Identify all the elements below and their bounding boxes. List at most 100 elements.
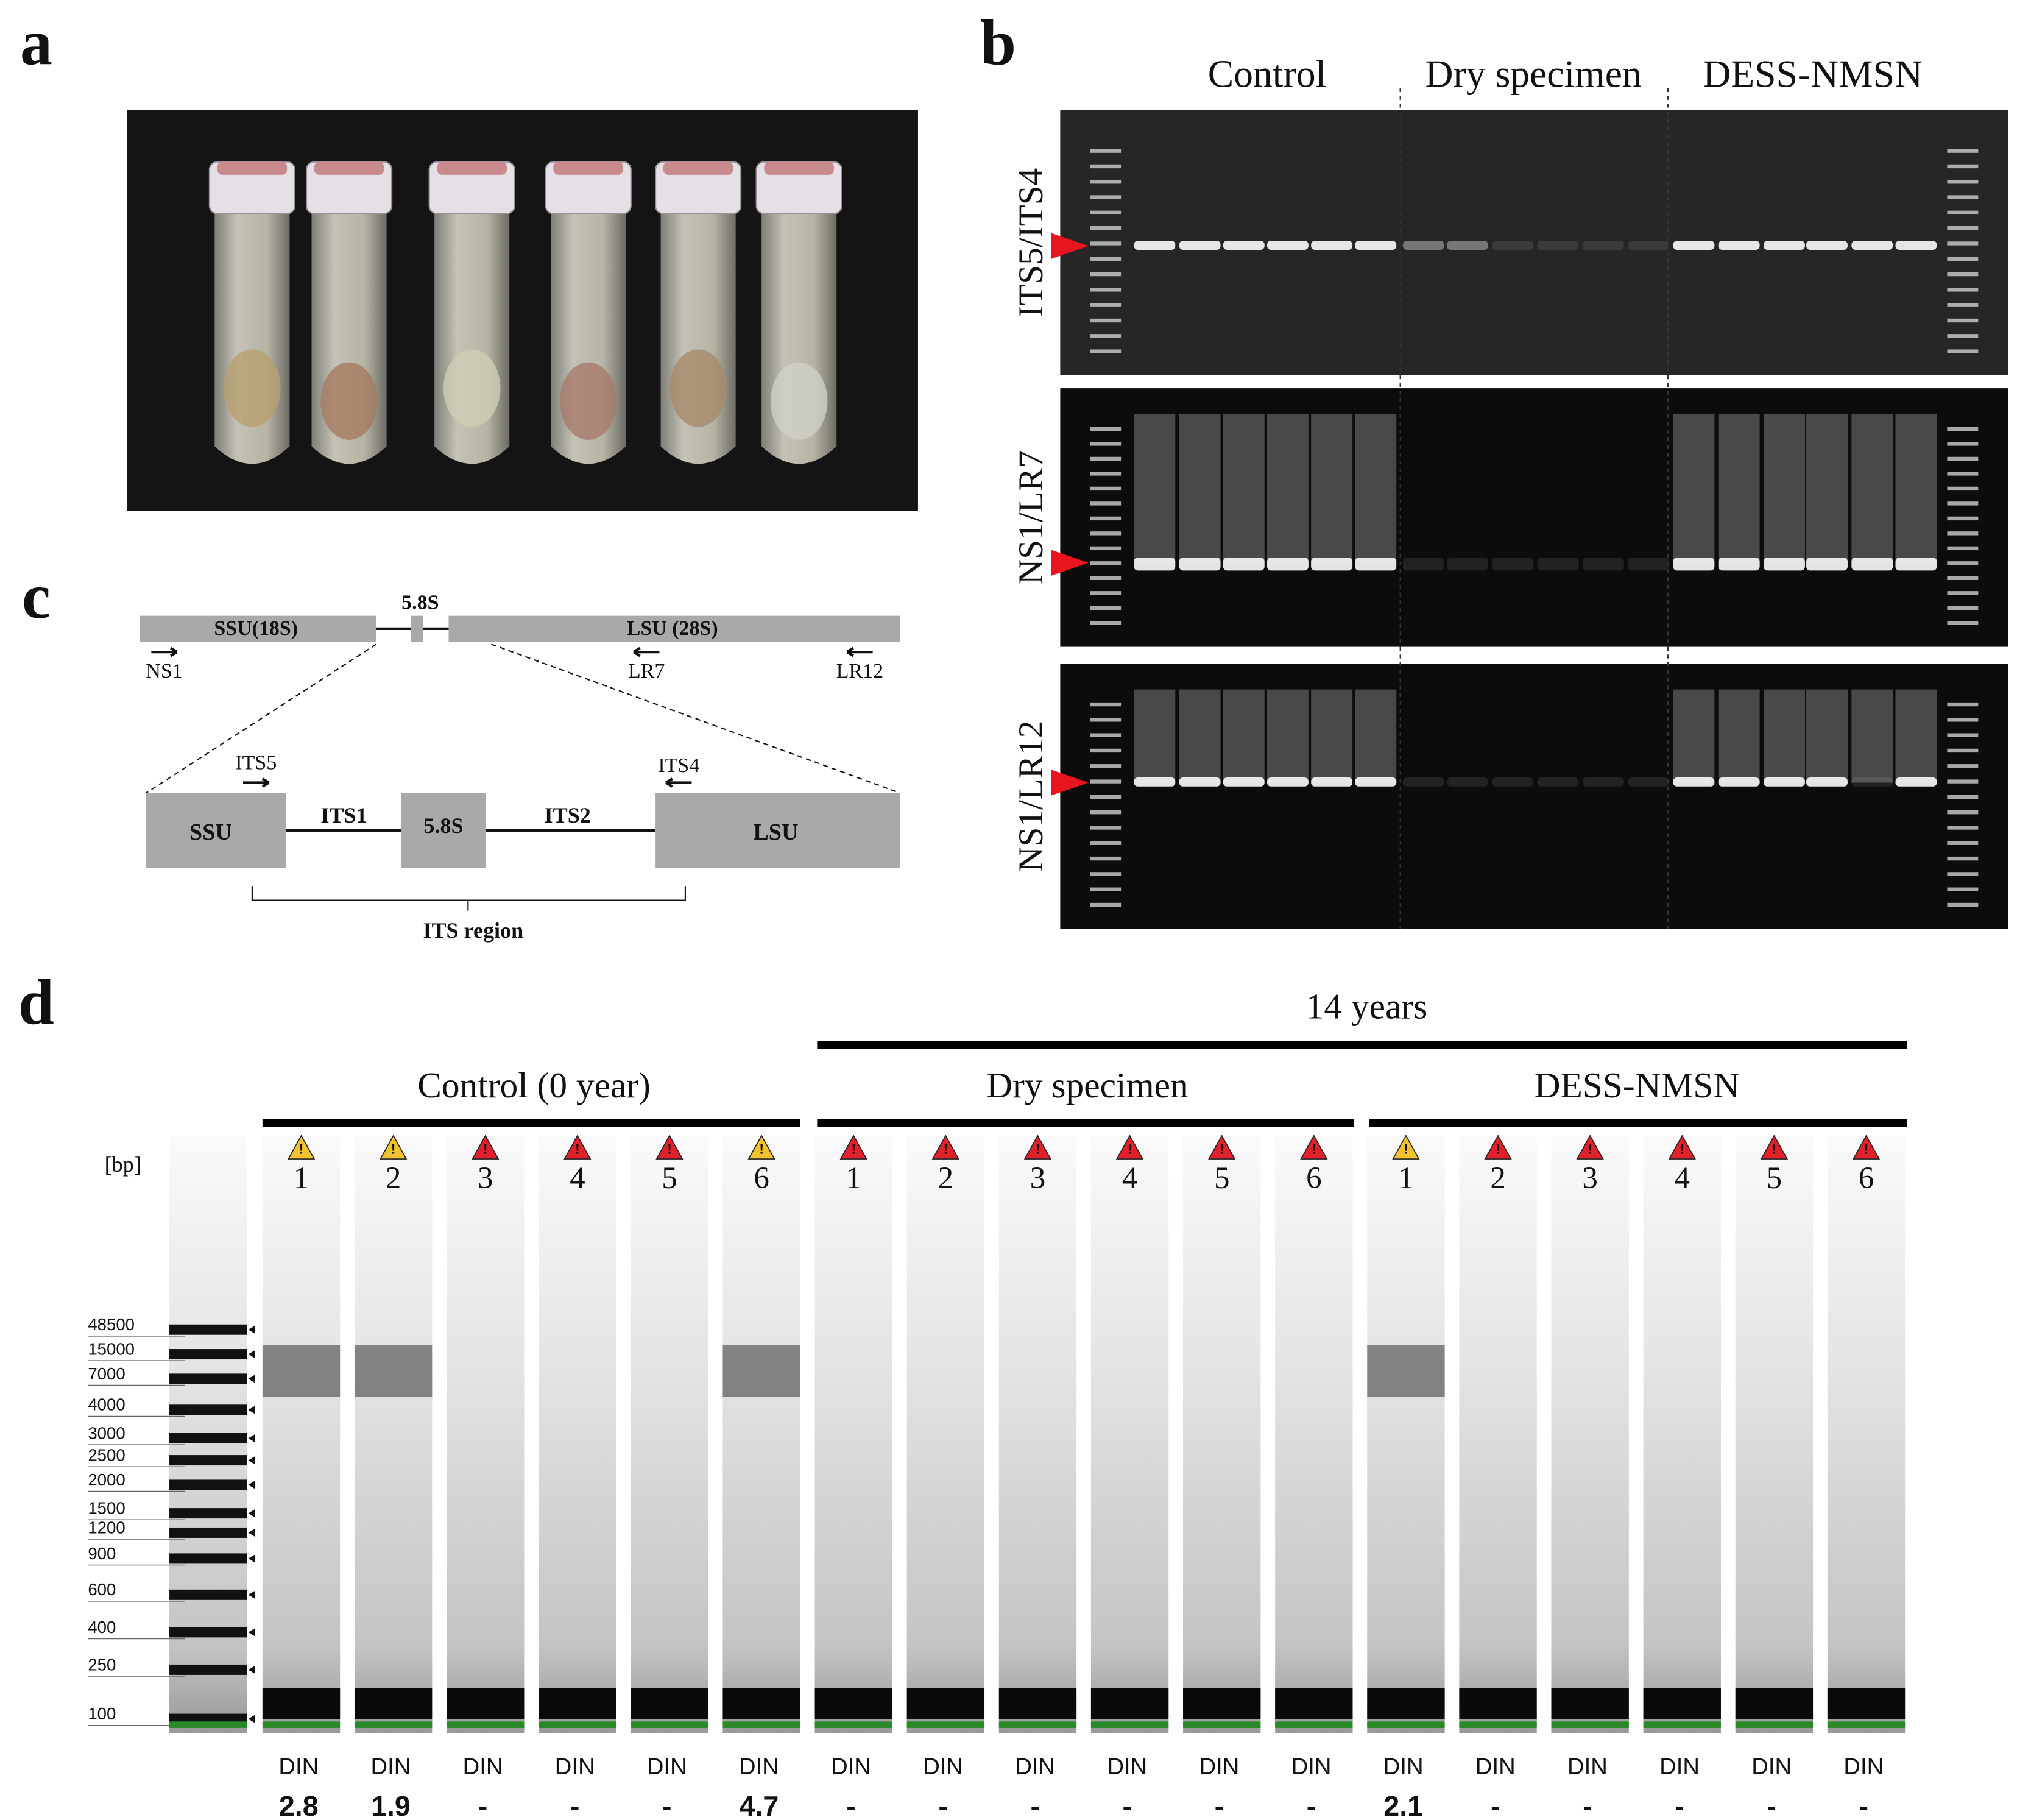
span-bar xyxy=(817,1041,1907,1049)
gel-band xyxy=(1402,777,1444,787)
ladder-band xyxy=(1947,606,1979,611)
gel-band xyxy=(1355,558,1397,571)
cap-top xyxy=(437,161,507,175)
ladder-band xyxy=(1947,164,1979,169)
sample-lane xyxy=(1090,1135,1169,1733)
primer-arrow xyxy=(243,777,270,788)
smear xyxy=(1806,689,1848,783)
gel-band xyxy=(1764,558,1805,571)
ladder-band xyxy=(1090,472,1122,476)
ladder-band xyxy=(1090,887,1122,891)
lsu-label: LSU xyxy=(753,820,798,845)
smear xyxy=(1355,689,1397,783)
ladder-band xyxy=(169,1627,247,1638)
panel-letter: a xyxy=(20,6,52,78)
gel-band xyxy=(1806,777,1848,787)
ladder-band xyxy=(1090,241,1122,246)
ladder-band xyxy=(169,1479,247,1490)
cap-top xyxy=(314,161,384,175)
warning-icon xyxy=(472,1135,500,1160)
sample-lane xyxy=(1827,1135,1906,1733)
ladder-label: 3000 xyxy=(88,1423,125,1442)
specimen xyxy=(320,362,378,440)
group-label: DESS-NMSN xyxy=(1535,1065,1740,1105)
lane-number: 2 xyxy=(386,1161,401,1195)
warning-mark: ! xyxy=(1220,1141,1224,1156)
ladder-band xyxy=(169,1373,247,1384)
ladder-band xyxy=(1947,288,1979,292)
ladder-band xyxy=(1947,546,1979,551)
gel xyxy=(1060,388,2008,647)
lane-number: 1 xyxy=(294,1161,309,1195)
group-bar xyxy=(1369,1119,1907,1127)
bracket xyxy=(251,886,686,911)
lower-band xyxy=(1735,1688,1814,1719)
panel-letter: d xyxy=(18,966,54,1038)
panel-letter: b xyxy=(980,6,1016,78)
lower-band xyxy=(262,1688,341,1719)
ladder-marker xyxy=(248,1434,255,1442)
lane-number: 3 xyxy=(1582,1161,1597,1195)
din-label: DIN xyxy=(1015,1754,1055,1780)
smear xyxy=(1851,689,1893,783)
din-label: DIN xyxy=(739,1754,779,1780)
lower-band xyxy=(1827,1688,1906,1719)
lsu-bar xyxy=(448,615,900,642)
din-label: DIN xyxy=(555,1754,595,1780)
ladder-band xyxy=(1947,303,1979,307)
gel-band xyxy=(1266,558,1309,571)
ladder-label: 100 xyxy=(88,1704,116,1723)
ssu-box xyxy=(146,793,286,868)
din-value: - xyxy=(938,1790,948,1820)
marker-line xyxy=(1643,1721,1721,1728)
din-label: DIN xyxy=(831,1754,871,1780)
ladder-band xyxy=(1090,288,1122,292)
lane-number: 5 xyxy=(662,1161,677,1195)
lane-number: 3 xyxy=(1030,1161,1045,1195)
ladder-band xyxy=(1947,486,1979,491)
hmw-band xyxy=(354,1345,433,1397)
ladder-band xyxy=(1090,748,1122,753)
ladder-band xyxy=(1090,225,1122,230)
ladder-band xyxy=(1090,442,1122,446)
warning-icon xyxy=(1300,1135,1328,1160)
r58-label: 5.8S xyxy=(423,813,463,838)
ladder-band xyxy=(1947,826,1979,830)
warning-mark: ! xyxy=(851,1141,856,1156)
ladder-band xyxy=(1947,748,1979,753)
ladder-marker xyxy=(248,1590,255,1599)
ladder-band xyxy=(1090,591,1122,595)
din-value: - xyxy=(570,1790,580,1820)
ladder-band xyxy=(1947,718,1979,722)
marker-line xyxy=(998,1721,1077,1728)
ladder-band xyxy=(1090,531,1122,536)
ladder-band xyxy=(1090,486,1122,491)
ladder-band xyxy=(169,1324,247,1335)
lane-number: 6 xyxy=(1306,1161,1321,1195)
din-label: DIN xyxy=(1199,1754,1240,1780)
its1-label: ITS1 xyxy=(320,803,367,827)
ladder-label: 250 xyxy=(88,1655,116,1674)
din-value: 1.9 xyxy=(371,1790,411,1820)
gel-band xyxy=(1764,777,1805,787)
gel-band xyxy=(1806,241,1848,250)
warning-mark: ! xyxy=(1680,1141,1684,1156)
din-value: - xyxy=(846,1790,856,1820)
ladder-band xyxy=(1090,872,1122,876)
ladder-band xyxy=(1090,621,1122,625)
cap-top xyxy=(764,161,834,175)
ladder-band xyxy=(169,1664,247,1675)
gel-band xyxy=(1134,777,1176,787)
ladder-label: 900 xyxy=(88,1544,116,1563)
ladder-band xyxy=(1947,764,1979,768)
ladder-band xyxy=(1090,303,1122,307)
ladder-band xyxy=(1090,902,1122,907)
specimen xyxy=(224,349,281,427)
gel-band xyxy=(1223,241,1265,250)
din-value: - xyxy=(1859,1790,1868,1820)
ladder-band xyxy=(1947,180,1979,184)
ladder-band xyxy=(169,1589,247,1600)
smear xyxy=(1179,689,1221,783)
gel-band xyxy=(1311,558,1353,571)
ladder-band xyxy=(169,1404,247,1415)
